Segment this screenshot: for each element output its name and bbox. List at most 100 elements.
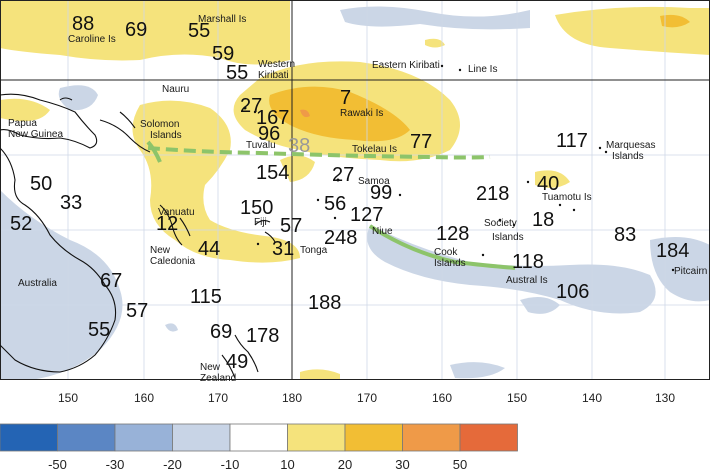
- legend-swatch: [57, 423, 116, 452]
- value-178: 178: [246, 325, 279, 347]
- label-marquesas-1: Marquesas: [606, 140, 655, 151]
- label-new-caledonia-2: Caledonia: [150, 256, 195, 267]
- value-marquesas: 117: [556, 130, 588, 152]
- value-115: 115: [190, 286, 222, 308]
- label-society-2: Islands: [492, 232, 524, 243]
- legend-label: 50: [453, 457, 467, 472]
- value-50: 50: [30, 173, 52, 195]
- value-154: 154: [256, 162, 289, 184]
- label-png-1: Papua: [8, 118, 37, 129]
- coastlines: [0, 93, 276, 379]
- value-marshall: 55: [188, 20, 210, 42]
- value-pitcairn: 184: [656, 240, 689, 262]
- value-218: 218: [476, 183, 509, 205]
- label-png-2: New Guinea: [8, 129, 63, 140]
- value-s27: 27: [332, 164, 354, 186]
- label-tuvalu: Tuvalu: [246, 140, 276, 151]
- longitude-axis: 150 160 170 180 170 160 150 140 130: [58, 391, 675, 405]
- spcz-solid-line-east: [368, 224, 516, 270]
- label-solomon-1: Solomon: [140, 119, 179, 130]
- label-fiji: Fiji: [254, 217, 267, 228]
- value-49: 49: [226, 351, 248, 373]
- value-au57: 57: [126, 300, 148, 322]
- label-western-kiribati-2: Kiribati: [258, 70, 289, 81]
- value-tuvalu-38: 38: [288, 135, 310, 157]
- longitude-tick-label: 130: [655, 391, 675, 405]
- frame-lines: [0, 0, 710, 380]
- label-cook-2: Islands: [434, 258, 466, 269]
- value-austral-118: 118: [512, 251, 544, 273]
- legend-swatch: [402, 423, 461, 452]
- legend-label: 10: [280, 457, 294, 472]
- label-solomon-2: Islands: [150, 130, 182, 141]
- value-83: 83: [614, 224, 636, 246]
- longitude-tick-label: 170: [208, 391, 228, 405]
- label-eastern-kiribati: Eastern Kiribati: [372, 60, 440, 71]
- value-au55: 55: [88, 319, 110, 341]
- label-new-caledonia-1: New: [150, 245, 171, 256]
- label-nauru: Nauru: [162, 84, 189, 95]
- value-nz69: 69: [210, 321, 232, 343]
- longitude-tick-label: 160: [432, 391, 452, 405]
- legend-label: 20: [338, 457, 352, 472]
- value-44: 44: [198, 238, 220, 260]
- legend-swatch: [0, 423, 58, 452]
- value-samoa: 99: [370, 182, 392, 204]
- legend-label: 30: [395, 457, 409, 472]
- value-27: 27: [240, 95, 262, 117]
- longitude-tick-label: 140: [582, 391, 602, 405]
- value-tuvalu-96: 96: [258, 123, 280, 145]
- value-150: 150: [240, 197, 273, 219]
- label-marshall: Marshall Is: [198, 14, 246, 25]
- label-austral: Austral Is: [506, 275, 548, 286]
- value-56: 56: [324, 193, 346, 215]
- label-australia: Australia: [18, 278, 57, 289]
- strong-positive-shading: [269, 14, 690, 142]
- station-values: 88 69 55 59 55 27 167 7 96 38 77 117 40 …: [10, 13, 689, 373]
- longitude-tick-label: 160: [134, 391, 154, 405]
- legend-label: -50: [48, 457, 67, 472]
- value-tuamotu: 40: [537, 173, 559, 195]
- value-57: 57: [280, 215, 302, 237]
- legend-swatch: [114, 423, 173, 452]
- value-rawaki: 7: [340, 87, 351, 109]
- value-69: 69: [125, 19, 147, 41]
- value-167: 167: [256, 107, 289, 129]
- label-society-1: Society: [484, 218, 517, 229]
- value-33: 33: [60, 192, 82, 214]
- value-127: 127: [350, 204, 383, 226]
- value-188: 188: [308, 292, 341, 314]
- label-new-zealand-1: New: [200, 362, 221, 373]
- label-rawaki: Rawaki Is: [340, 108, 383, 119]
- spcz-dashed-line: [147, 146, 491, 160]
- value-niue: 248: [324, 227, 357, 249]
- label-marquesas-2: Islands: [612, 151, 644, 162]
- value-55: 55: [226, 62, 248, 84]
- legend-swatch: [459, 423, 518, 452]
- label-pitcairn: Pitcairn: [674, 266, 707, 277]
- label-caroline: Caroline Is: [68, 34, 116, 45]
- longitude-tick-label: 180: [282, 391, 302, 405]
- islands: [243, 64, 675, 272]
- label-niue: Niue: [372, 226, 393, 237]
- label-samoa: Samoa: [358, 176, 390, 187]
- legend-swatch: [172, 423, 231, 452]
- label-tuamotu: Tuamotu Is: [542, 192, 592, 203]
- label-tonga: Tonga: [300, 245, 328, 256]
- legend-swatch: [287, 423, 346, 452]
- positive-anomaly-shading: [0, 0, 710, 380]
- value-caroline: 88: [72, 13, 94, 35]
- value-52: 52: [10, 213, 32, 235]
- longitude-tick-label: 150: [507, 391, 527, 405]
- value-tokelau: 77: [410, 131, 432, 153]
- value-106: 106: [556, 281, 589, 303]
- legend-swatch: [229, 423, 288, 452]
- label-cook-1: Cook: [434, 247, 458, 258]
- longitude-tick-label: 170: [357, 391, 377, 405]
- label-western-kiribati-1: Western: [258, 59, 295, 70]
- value-67: 67: [100, 270, 122, 292]
- label-vanuatu: Vanuatu: [158, 207, 195, 218]
- spcz-solid-line-west: [146, 140, 162, 163]
- value-vanuatu: 12: [156, 213, 178, 235]
